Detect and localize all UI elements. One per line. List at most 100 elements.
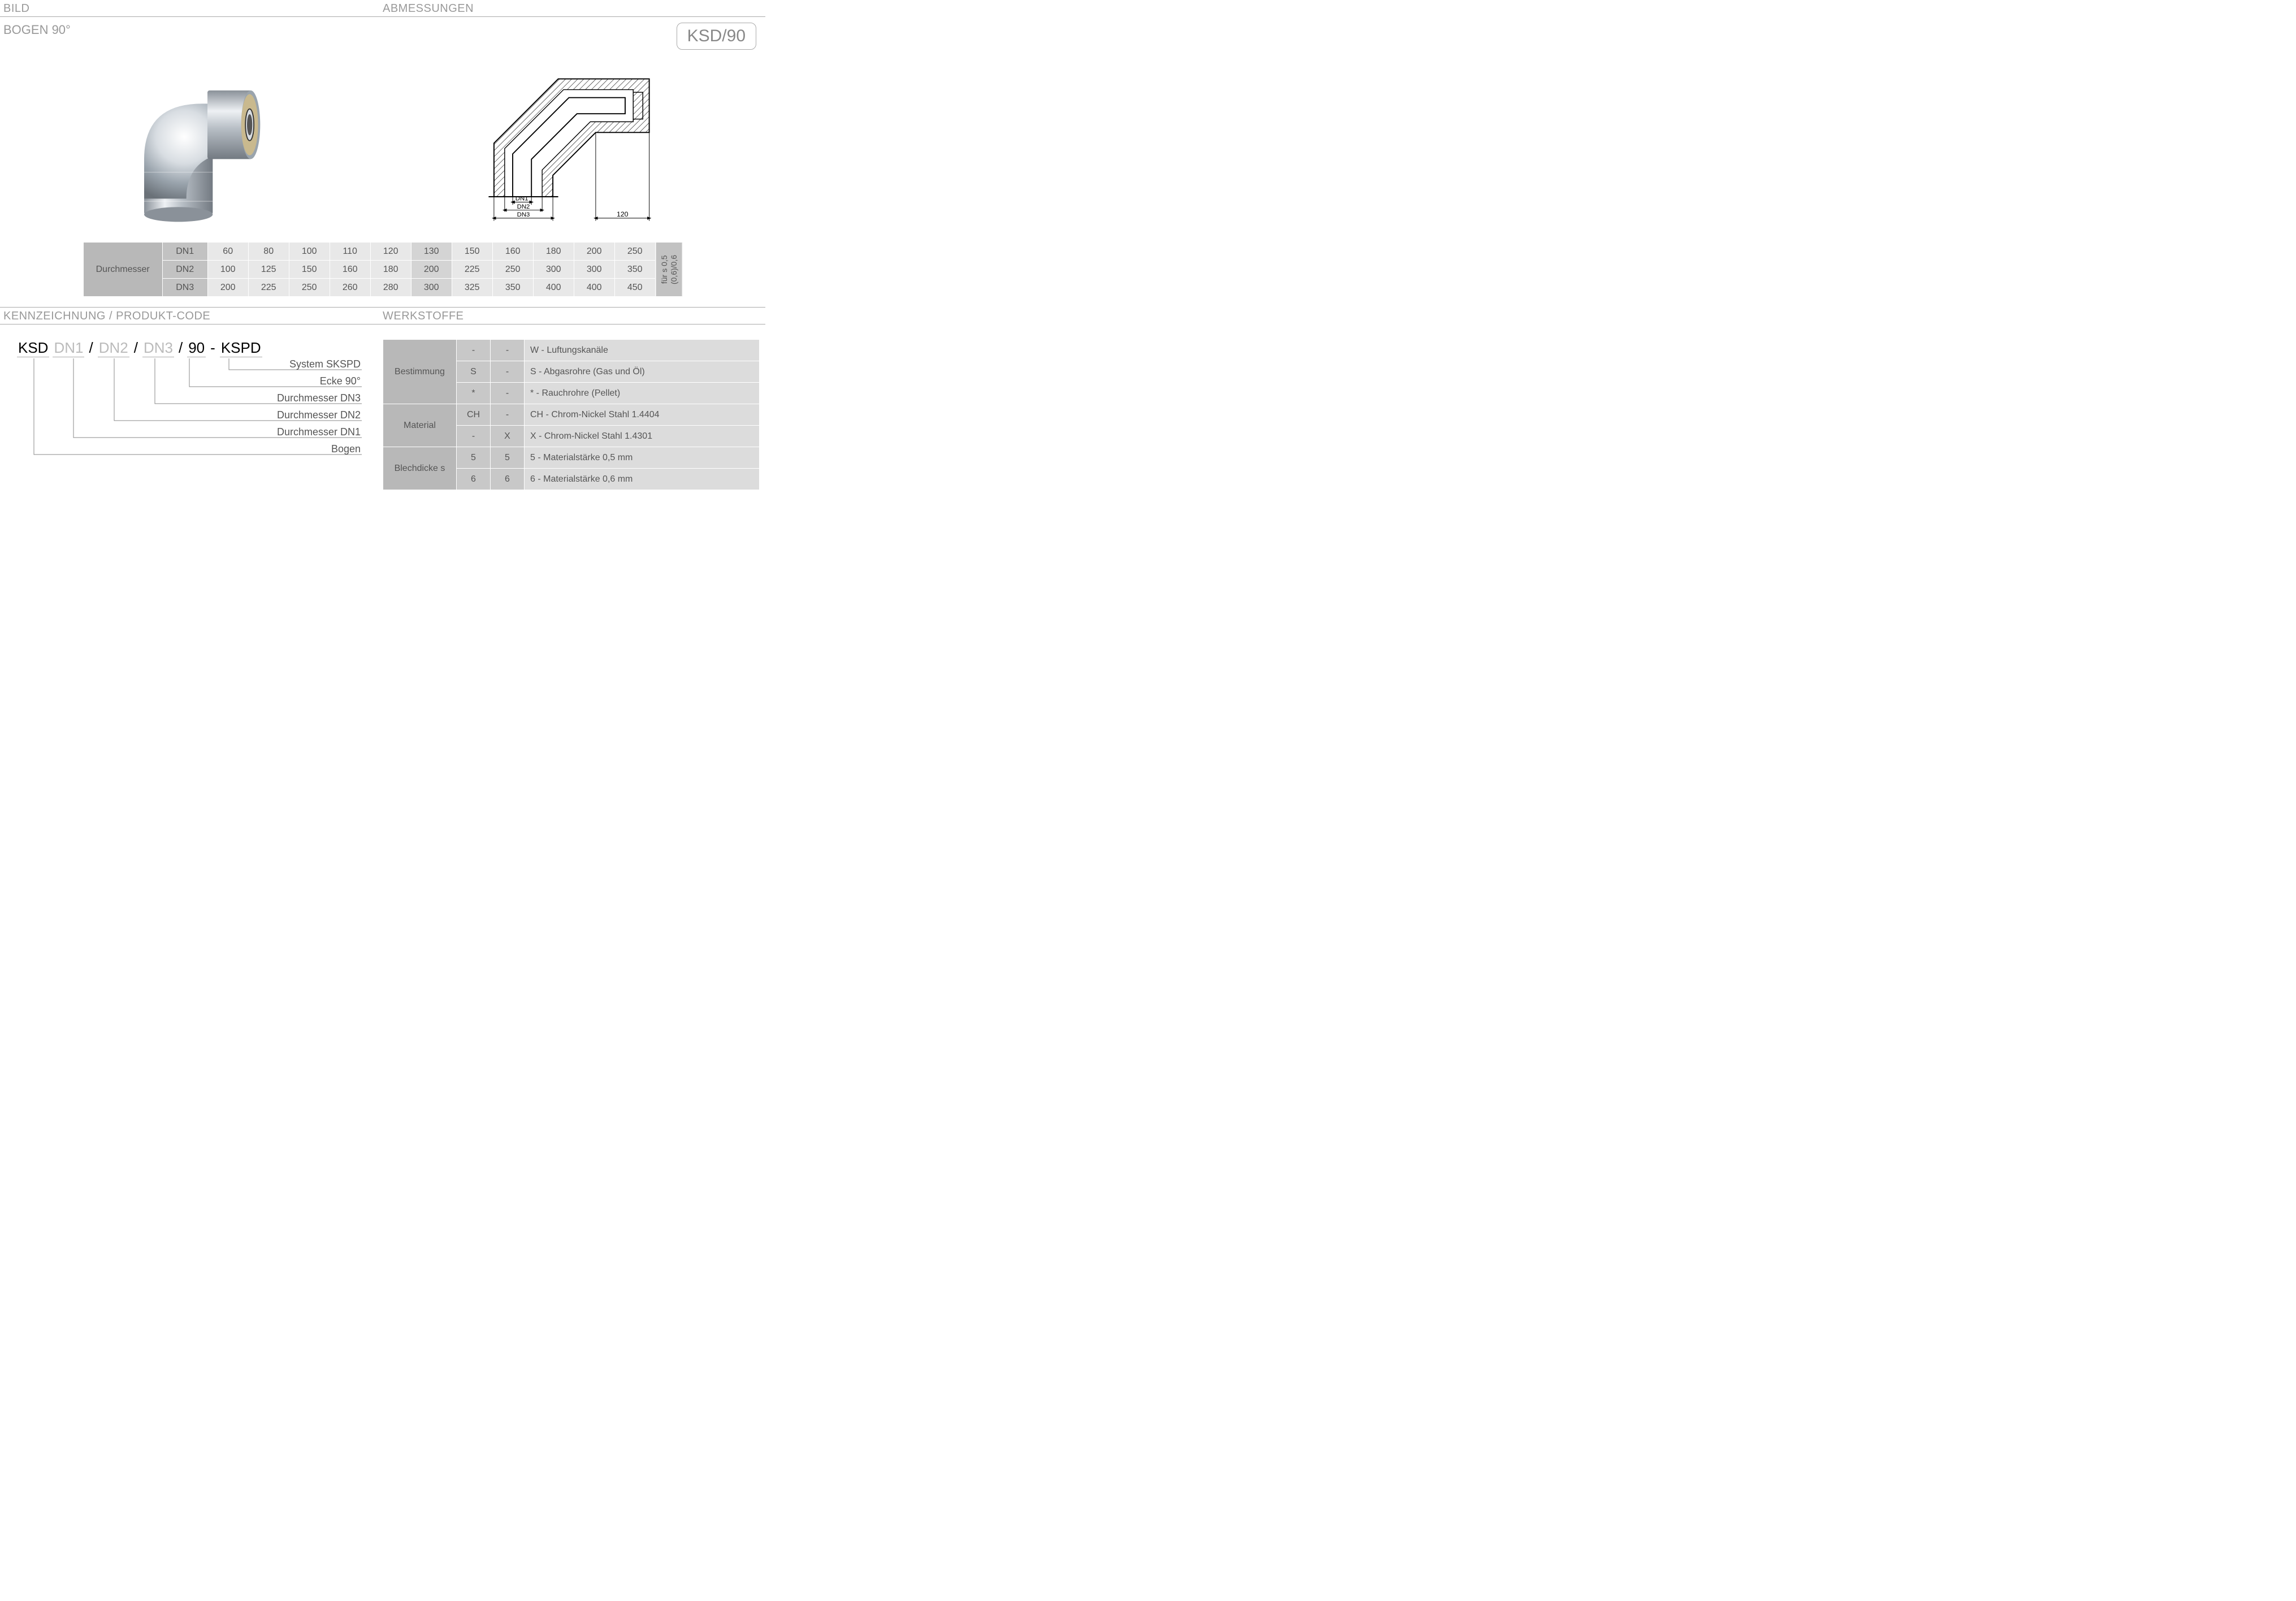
product-code-diagram: KSDDN1/DN2/DN3/90-KSPD: [0, 334, 383, 490]
code-segment: KSPD: [220, 339, 262, 357]
diameter-cell: 60: [207, 243, 248, 261]
top-header-row: BILD ABMESSUNGEN: [0, 0, 765, 17]
material-description: 5 - Materialstärke 0,5 mm: [525, 447, 760, 469]
diameter-cell: 120: [370, 243, 411, 261]
diameter-cell: 130: [411, 243, 452, 261]
code-brackets: System SKSPD Ecke 90° Durchmesser DN3 Du…: [17, 358, 367, 483]
material-description: CH - Chrom-Nickel Stahl 1.4404: [525, 404, 760, 426]
diameter-cell: 400: [574, 279, 614, 297]
code-segment: KSD: [17, 339, 49, 357]
material-category: Bestimmung: [383, 340, 457, 404]
diameter-cell: 280: [370, 279, 411, 297]
dn-label: DN3: [162, 279, 207, 297]
material-code-2: -: [491, 361, 525, 383]
code-separator: -: [209, 339, 216, 357]
material-code-1: S: [457, 361, 491, 383]
dn1-label: DN1: [515, 196, 528, 202]
side-note-1: für s 0,5: [660, 255, 669, 284]
diameter-cell: 300: [411, 279, 452, 297]
diameter-cell: 200: [411, 261, 452, 279]
material-code-2: -: [491, 404, 525, 426]
product-render: [110, 67, 274, 225]
diameter-cell: 125: [248, 261, 289, 279]
side-note-2: (0,6)/0,6: [669, 254, 678, 284]
diameter-cell: 400: [533, 279, 574, 297]
diameter-cell: 260: [330, 279, 370, 297]
diameter-cell: 300: [533, 261, 574, 279]
diameter-cell: 250: [614, 243, 655, 261]
diameter-cell: 300: [574, 261, 614, 279]
diameter-cell: 200: [207, 279, 248, 297]
legend-2: Durchmesser DN3: [277, 392, 361, 404]
header-abmessungen: ABMESSUNGEN: [383, 2, 474, 15]
diameter-cell: 180: [533, 243, 574, 261]
material-code-2: -: [491, 383, 525, 404]
material-code-1: -: [457, 340, 491, 361]
legend-3: Durchmesser DN2: [277, 409, 361, 421]
legend-1: Ecke 90°: [320, 375, 361, 387]
material-code-1: 6: [457, 469, 491, 490]
legend-4: Durchmesser DN1: [277, 426, 361, 438]
diameter-cell: 350: [614, 261, 655, 279]
material-category: Blechdicke s: [383, 447, 457, 490]
diameter-cell: 325: [452, 279, 492, 297]
lower-content-row: KSDDN1/DN2/DN3/90-KSPD: [0, 324, 765, 490]
product-subtitle: BOGEN 90°: [3, 23, 71, 37]
code-segment: DN3: [142, 339, 174, 357]
sub-header-row: BOGEN 90° KSD/90: [0, 17, 765, 50]
material-code-2: -: [491, 340, 525, 361]
code-segment: DN1: [53, 339, 84, 357]
lower-header-row: KENNZEICHNUNG / PRODUKT-CODE WERKSTOFFE: [0, 307, 765, 324]
images-row: DN1 DN2 DN3 120: [0, 50, 765, 236]
dn3-label: DN3: [517, 211, 530, 218]
material-code-2: 6: [491, 469, 525, 490]
diameter-cell: 350: [492, 279, 533, 297]
code-string: KSDDN1/DN2/DN3/90-KSPD: [17, 339, 371, 357]
dn-label: DN1: [162, 243, 207, 261]
material-code-1: CH: [457, 404, 491, 426]
material-description: 6 - Materialstärke 0,6 mm: [525, 469, 760, 490]
diameter-cell: 225: [248, 279, 289, 297]
diameter-cell: 80: [248, 243, 289, 261]
product-code-box: KSD/90: [677, 23, 756, 50]
material-code-2: 5: [491, 447, 525, 469]
diameter-cell: 150: [452, 243, 492, 261]
diameter-table-wrap: DurchmesserDN160801001101201301501601802…: [0, 236, 765, 307]
header-werkstoffe: WERKSTOFFE: [383, 310, 464, 322]
material-code-1: *: [457, 383, 491, 404]
dn2-label: DN2: [517, 204, 530, 210]
diameter-cell: 225: [452, 261, 492, 279]
material-description: * - Rauchrohre (Pellet): [525, 383, 760, 404]
header-bild: BILD: [3, 2, 29, 15]
header-kennzeichnung: KENNZEICHNUNG / PRODUKT-CODE: [3, 310, 210, 322]
diameter-cell: 100: [207, 261, 248, 279]
render-image-cell: [0, 61, 383, 231]
diameter-cell: 180: [370, 261, 411, 279]
diameter-table: DurchmesserDN160801001101201301501601802…: [83, 242, 656, 297]
technical-drawing: DN1 DN2 DN3 120: [473, 61, 676, 231]
material-code-1: 5: [457, 447, 491, 469]
code-segment: 90: [187, 339, 206, 357]
tech-drawing-cell: DN1 DN2 DN3 120: [383, 61, 765, 231]
diameter-cell: 450: [614, 279, 655, 297]
material-category: Material: [383, 404, 457, 447]
code-separator: /: [133, 339, 139, 357]
legend-0: System SKSPD: [289, 358, 361, 370]
diameter-cell: 250: [289, 279, 330, 297]
width-120-label: 120: [616, 210, 628, 218]
material-code-2: X: [491, 426, 525, 447]
material-description: W - Luftungskanäle: [525, 340, 760, 361]
diameter-cell: 160: [492, 243, 533, 261]
material-description: X - Chrom-Nickel Stahl 1.4301: [525, 426, 760, 447]
diameter-cell: 250: [492, 261, 533, 279]
diameter-cell: 110: [330, 243, 370, 261]
diameter-row-header: Durchmesser: [83, 243, 162, 297]
code-separator: /: [177, 339, 184, 357]
code-separator: /: [88, 339, 94, 357]
dn-label: DN2: [162, 261, 207, 279]
material-code-1: -: [457, 426, 491, 447]
legend-5: Bogen: [331, 443, 361, 455]
diameter-cell: 160: [330, 261, 370, 279]
diameter-cell: 100: [289, 243, 330, 261]
materials-table: Bestimmung--W - LuftungskanäleS-S - Abga…: [383, 339, 760, 490]
